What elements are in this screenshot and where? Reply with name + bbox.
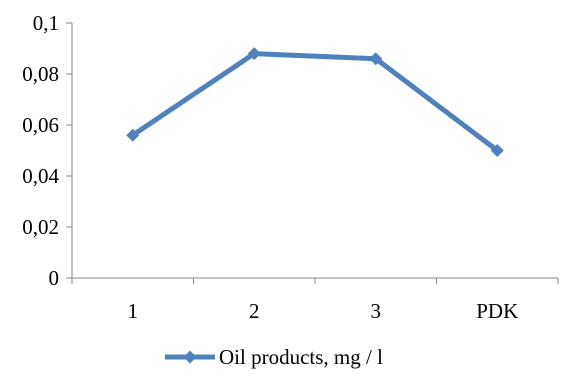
y-tick-label: 0 xyxy=(49,266,60,290)
data-point-marker xyxy=(247,47,261,61)
x-tick-label: 1 xyxy=(128,299,139,323)
legend: Oil products, mg / l xyxy=(165,345,383,369)
legend-marker xyxy=(183,350,197,364)
x-tick-label: 3 xyxy=(371,299,382,323)
data-point-marker xyxy=(126,128,140,142)
legend-label: Oil products, mg / l xyxy=(219,345,383,369)
x-tick-label: 2 xyxy=(249,299,260,323)
y-tick-label: 0,02 xyxy=(22,215,59,239)
series-line xyxy=(130,51,500,153)
series-line-group xyxy=(126,47,504,157)
x-axis: 1 2 3 PDK xyxy=(71,277,559,323)
y-tick-label: 0,06 xyxy=(22,113,59,137)
data-point-marker xyxy=(369,52,383,66)
y-tick-label: 0,1 xyxy=(33,11,59,35)
y-tick-label: 0,08 xyxy=(22,62,59,86)
data-point-marker xyxy=(490,144,504,157)
y-tick-label: 0,04 xyxy=(22,164,59,188)
x-tick-label: PDK xyxy=(476,299,518,323)
y-axis: 0 0,02 0,04 0,06 0,08 0,1 xyxy=(22,11,73,290)
